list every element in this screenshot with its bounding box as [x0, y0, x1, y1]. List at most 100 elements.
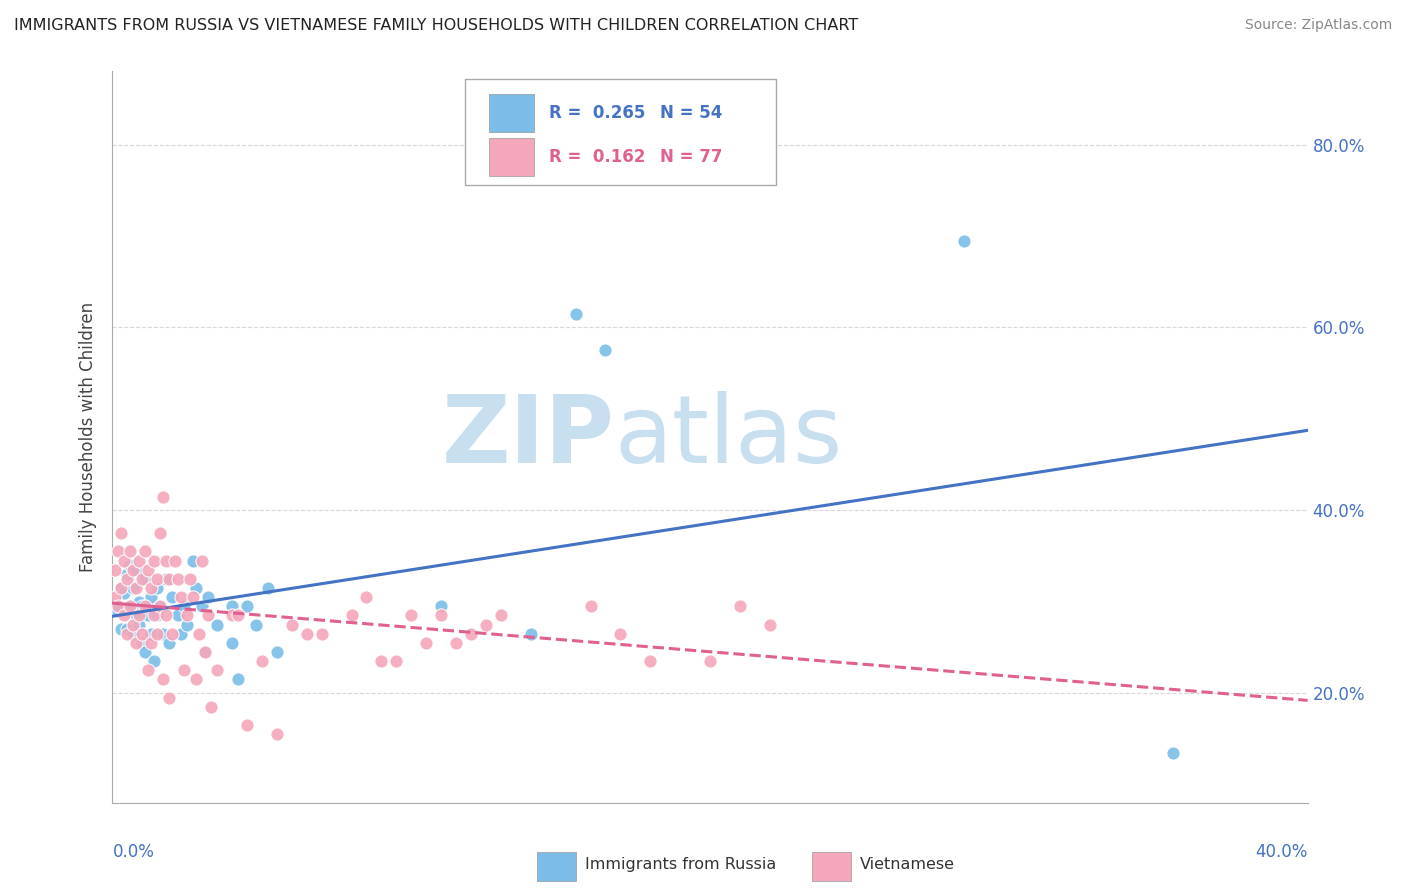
Text: 40.0%: 40.0%	[1256, 843, 1308, 861]
Point	[114, 608, 135, 623]
Point	[104, 599, 127, 614]
Bar	[489, 95, 534, 132]
Point	[489, 608, 512, 623]
Point	[125, 636, 148, 650]
Text: Immigrants from Russia: Immigrants from Russia	[585, 857, 776, 872]
Point	[385, 654, 408, 668]
Point	[141, 636, 163, 650]
Point	[181, 590, 204, 604]
Point	[191, 599, 214, 614]
Point	[134, 544, 156, 558]
Point	[110, 581, 132, 595]
Point	[170, 626, 193, 640]
Point	[107, 599, 129, 614]
Point	[356, 590, 378, 604]
Point	[157, 572, 180, 586]
Point	[141, 581, 163, 595]
Point	[146, 626, 169, 640]
Point	[197, 608, 219, 623]
Point	[167, 572, 190, 586]
Point	[143, 553, 166, 567]
Point	[152, 673, 174, 687]
Point	[205, 663, 228, 677]
Point	[110, 581, 132, 595]
Point	[157, 636, 180, 650]
Point	[311, 626, 333, 640]
Point	[236, 718, 259, 732]
Point	[245, 617, 267, 632]
Point	[759, 617, 782, 632]
Point	[128, 617, 150, 632]
Point	[104, 590, 127, 604]
Point	[110, 526, 132, 541]
Point	[444, 636, 467, 650]
Point	[117, 626, 139, 640]
Point	[128, 608, 150, 623]
Point	[146, 608, 169, 623]
Point	[401, 608, 423, 623]
Point	[579, 599, 602, 614]
Point	[117, 572, 139, 586]
Point	[131, 636, 153, 650]
Point	[152, 490, 174, 504]
Point	[114, 585, 135, 599]
Point	[266, 645, 288, 659]
Point	[134, 645, 156, 659]
Point	[191, 553, 214, 567]
Point	[125, 581, 148, 595]
Point	[120, 558, 142, 573]
Text: R =  0.162: R = 0.162	[548, 148, 645, 166]
Point	[173, 599, 195, 614]
Point	[138, 563, 160, 577]
Point	[236, 599, 259, 614]
Point	[340, 608, 363, 623]
Point	[197, 590, 219, 604]
Point	[953, 234, 976, 248]
Point	[415, 636, 437, 650]
Point	[430, 599, 453, 614]
Point	[520, 626, 543, 640]
Point	[295, 626, 318, 640]
Point	[138, 599, 160, 614]
Point	[699, 654, 721, 668]
Text: Source: ZipAtlas.com: Source: ZipAtlas.com	[1244, 18, 1392, 32]
Point	[728, 599, 751, 614]
Point	[640, 654, 662, 668]
Point	[370, 654, 392, 668]
Point	[226, 608, 249, 623]
Point	[120, 599, 142, 614]
Point	[221, 608, 243, 623]
Point	[128, 594, 150, 608]
Point	[134, 599, 156, 614]
Point	[138, 663, 160, 677]
Point	[162, 626, 183, 640]
Text: 0.0%: 0.0%	[112, 843, 155, 861]
Point	[250, 654, 273, 668]
Point	[179, 572, 201, 586]
Point	[155, 608, 177, 623]
Y-axis label: Family Households with Children: Family Households with Children	[79, 302, 97, 572]
Point	[194, 645, 217, 659]
Point	[155, 572, 177, 586]
Point	[430, 608, 453, 623]
Point	[186, 673, 208, 687]
Point	[205, 617, 228, 632]
Point	[143, 608, 166, 623]
Point	[131, 572, 153, 586]
Point	[266, 727, 288, 741]
Point	[122, 581, 145, 595]
Point	[162, 590, 183, 604]
Point	[460, 626, 482, 640]
Point	[595, 343, 617, 358]
Point	[149, 599, 172, 614]
Point	[146, 572, 169, 586]
Bar	[811, 852, 851, 881]
Point	[475, 617, 498, 632]
Point	[173, 663, 195, 677]
Point	[221, 636, 243, 650]
Point	[120, 544, 142, 558]
Point	[157, 690, 180, 705]
Point	[117, 567, 139, 582]
Point	[104, 563, 127, 577]
Point	[125, 608, 148, 623]
